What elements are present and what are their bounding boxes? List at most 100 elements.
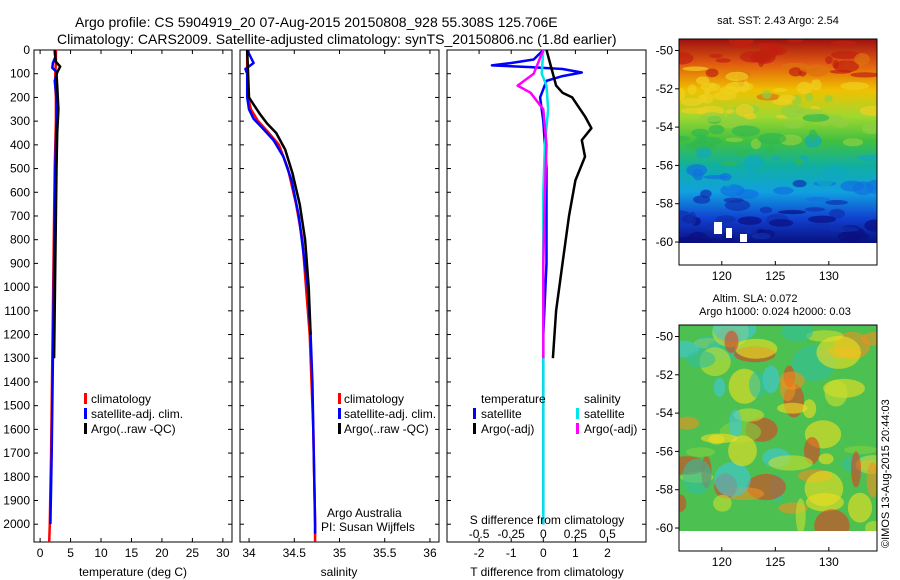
legend-label-sal-argo: Argo(-adj) <box>584 422 637 436</box>
legend-swatch-argo <box>84 423 87 434</box>
legend-label-argo: Argo(..raw -QC) <box>344 422 429 436</box>
legend-label-satellite: satellite-adj. clim. <box>344 407 436 421</box>
series-layer <box>47 49 593 543</box>
xtick-label: 34.5 <box>283 546 307 560</box>
sst-map-image <box>679 39 877 243</box>
map-ytick-label: -54 <box>656 406 674 420</box>
legend-label-climatology: climatology <box>344 392 404 406</box>
legend-swatch-sal-satellite <box>576 408 579 419</box>
secondary-xtick-label: -0.5 <box>469 527 490 541</box>
xtick-label: 0 <box>540 546 547 560</box>
series-line-temperature-satellite <box>490 49 584 525</box>
temperature-axes <box>33 49 233 543</box>
temperature-legend: climatology satellite-adj. clim. Argo(..… <box>84 392 183 436</box>
ytick-label: 2000 <box>3 517 30 531</box>
legend-label-sal-satellite: satellite <box>584 407 625 421</box>
salinity-legend: climatology satellite-adj. clim. Argo(..… <box>338 392 436 436</box>
ytick-label: 200 <box>10 90 30 104</box>
header-line-1: Argo profile: CS 5904919_20 07-Aug-2015 … <box>75 14 558 30</box>
ytick-label: 1200 <box>3 328 30 342</box>
legend-label-temp-argo: Argo(-adj) <box>481 422 534 436</box>
series-line-salinity-satellite <box>540 49 550 525</box>
series-line-argo-raw-qc- <box>52 49 62 359</box>
xtick-label: -2 <box>474 546 485 560</box>
ytick-label: 400 <box>10 138 30 152</box>
header-line-2: Climatology: CARS2009. Satellite-adjuste… <box>57 31 617 47</box>
legend-swatch-argo <box>338 423 341 434</box>
xtick-label: 36 <box>423 546 437 560</box>
ytick-label: 600 <box>10 185 30 199</box>
map-ytick-label: -60 <box>656 235 674 249</box>
ytick-label: 1700 <box>3 446 30 460</box>
legend-label-satellite: satellite-adj. clim. <box>91 407 183 421</box>
legend-swatch-climatology <box>338 393 341 404</box>
map-ytick-label: -52 <box>656 82 674 96</box>
map-ytick-label: -60 <box>656 521 674 535</box>
secondary-xtick-label: -0.25 <box>498 527 526 541</box>
xtick-label: 5 <box>67 546 74 560</box>
sla-map-title-line-2: Argo h1000: 0.024 h2000: 0.03 <box>699 306 851 318</box>
axes-layer: 0100200300400500600700800900100011001200… <box>3 43 839 569</box>
ytick-label: 800 <box>10 233 30 247</box>
xtick-label: 1 <box>572 546 579 560</box>
legend-swatch-temp-argo <box>473 423 476 434</box>
difference-secondary-xlabel: S difference from climatology <box>470 513 625 527</box>
ytick-label: 500 <box>10 162 30 176</box>
map-ytick-label: -56 <box>656 158 674 172</box>
map-xtick-label: 125 <box>765 555 785 569</box>
series-line-satellite-adj-clim- <box>244 49 317 534</box>
sla-map-image <box>679 325 877 531</box>
map-xtick-label: 120 <box>712 555 732 569</box>
ytick-label: 1400 <box>3 375 30 389</box>
salinity-xlabel: salinity <box>321 565 358 579</box>
ytick-label: 1900 <box>3 494 30 508</box>
map-ytick-label: -58 <box>656 483 674 497</box>
map-ytick-label: -58 <box>656 197 674 211</box>
map-ytick-label: -56 <box>656 444 674 458</box>
map-ytick-label: -50 <box>656 329 674 343</box>
salinity-annotation-line-2: PI: Susan Wijffels <box>321 520 415 534</box>
temperature-xlabel: temperature (deg C) <box>79 565 187 579</box>
ytick-label: 1100 <box>4 304 30 318</box>
xtick-label: 30 <box>216 546 230 560</box>
legend-swatch-satellite <box>84 408 87 419</box>
salinity-annotation-line-1: Argo Australia <box>327 506 402 520</box>
legend-swatch-climatology <box>84 393 87 404</box>
ytick-label: 100 <box>10 67 30 81</box>
xtick-label: 35 <box>333 546 347 560</box>
xtick-label: -1 <box>506 546 517 560</box>
map-xtick-label: 130 <box>819 269 839 283</box>
ytick-label: 1800 <box>3 470 30 484</box>
xtick-label: 34 <box>242 546 256 560</box>
xtick-label: 10 <box>94 546 108 560</box>
secondary-xtick-label: 0 <box>540 527 547 541</box>
sla-map-frame <box>678 324 878 552</box>
ytick-label: 300 <box>10 114 30 128</box>
xtick-label: 15 <box>125 546 139 560</box>
ytick-label: 700 <box>10 209 30 223</box>
legend-swatch-sal-argo <box>576 423 579 434</box>
series-line-temperature-argo-adj- <box>545 49 593 359</box>
map-ytick-label: -54 <box>656 120 674 134</box>
xtick-label: 25 <box>186 546 200 560</box>
legend-label-temp-satellite: satellite <box>481 407 522 421</box>
secondary-xtick-label: 0.5 <box>599 527 616 541</box>
map-ytick-label: -52 <box>656 368 674 382</box>
legend-swatch-satellite <box>338 408 341 419</box>
sla-map-title-line-1: Altim. SLA: 0.072 <box>713 293 798 305</box>
legend-swatch-temp-satellite <box>473 408 476 419</box>
map-xtick-label: 125 <box>765 269 785 283</box>
map-xtick-label: 130 <box>819 555 839 569</box>
difference-xlabel: T difference from climatology <box>470 565 624 579</box>
ytick-label: 0 <box>23 43 30 57</box>
xtick-label: 20 <box>155 546 169 560</box>
legend-label-climatology: climatology <box>91 392 151 406</box>
sst-map-title: sat. SST: 2.43 Argo: 2.54 <box>717 15 839 27</box>
ytick-label: 900 <box>10 256 30 270</box>
map-xtick-label: 120 <box>712 269 732 283</box>
salinity-axes <box>239 49 440 543</box>
sst-map-frame <box>678 38 878 266</box>
map-ytick-label: -50 <box>656 43 674 57</box>
series-line-salinity-argo-adj- <box>516 49 548 359</box>
